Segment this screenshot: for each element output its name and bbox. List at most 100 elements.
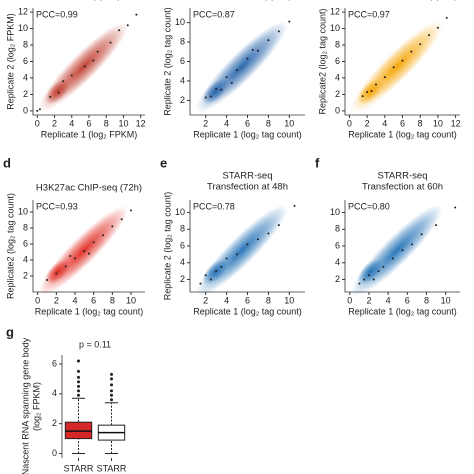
point [70,74,73,77]
point [377,270,380,273]
point [215,270,218,273]
point [246,57,249,60]
x-tick-label: 8 [266,118,271,128]
axis-frame [32,8,145,116]
point [130,209,132,212]
x-tick-label: 10 [284,295,294,305]
x-axis-label: Replicate 1 (log₂ tag count) [348,306,457,316]
panel-title: H3K27ac ChIP-seq (72h) [36,183,142,194]
y-tick-label: 10 [18,206,28,216]
density-core [202,259,229,285]
y-tick-label: 8 [23,39,28,49]
x-axis-label: Replicate 1 (log₂ tag count) [35,306,144,316]
point [401,59,404,62]
y-axis-label: Replicate 2 (log₂ FPKM) [5,13,15,110]
y-tick-label: 0 [52,448,57,458]
x-tick-label: 8 [418,118,423,128]
y-tick-label: 6 [180,240,185,250]
x-tick-label: 4 [386,295,391,305]
point [367,274,370,277]
x-tick-label: 0 [35,118,40,128]
point [246,243,249,246]
outlier [77,380,80,384]
axis-frame [189,200,305,293]
x-axis-label: Replicate 1 (log₂ tag count) [348,129,457,139]
y-tick-label: 2 [180,274,185,284]
point [120,218,123,221]
outlier [110,383,113,387]
panel-subtitle: Transfection at 60h [362,182,443,193]
x-tick-label: 8 [424,295,429,305]
point [204,96,207,99]
point [361,95,364,98]
y-tick-label: 12 [330,6,340,16]
point [411,243,414,246]
point [49,95,52,98]
y-axis-label: Replicate 2 (log₂ tag count) [162,192,172,301]
panel-title: H3K4me3 ChIP-seq (72h) [348,0,457,2]
y-tick-label: 4 [23,72,28,82]
y-tick-label: 4 [335,72,340,82]
y-tick-label: 8 [180,224,185,234]
y-tick-label: 12 [18,6,28,16]
x-tick-label: 6 [245,118,250,128]
point [288,20,291,23]
x-tick-label: 6 [400,118,405,128]
panel-title: STARR-seq [223,171,273,182]
point [225,257,228,260]
y-tick-label: 8 [180,36,185,46]
point [220,88,223,91]
panel-letter: d [3,155,11,170]
point [410,50,413,53]
point [267,39,270,42]
y-axis-label: Replicate2 (log₂ tag count) [5,193,15,299]
point [102,234,104,237]
y-tick-label: 6 [23,56,28,66]
panel-title: STARR-seq [378,171,428,182]
y-axis-label-2: (log₂ FPKM) [31,382,41,431]
point [372,278,375,281]
x-tick-label: 4 [224,295,229,305]
density-core [45,79,71,104]
y-tick-label: 2 [52,418,57,428]
y-tick-label: 4 [52,388,57,398]
x-tick-label: 10 [433,118,443,128]
y-axis-label: Replicate2 (log₂ tag count) [317,8,327,114]
point [225,76,228,79]
y-tick-label: 2 [180,95,185,105]
y-tick-label: 8 [335,224,340,234]
point [428,34,431,37]
x-tick-label: 4 [382,118,387,128]
outlier [110,377,113,381]
x-tick-label: STARR [64,463,94,473]
y-tick-label: 10 [330,207,340,217]
y-tick-label: 10 [175,17,185,27]
point [215,87,218,90]
panel-subtitle: Transfection at 48h [207,182,288,193]
panel-letter: g [6,324,14,339]
axis-frame [344,200,460,293]
point [36,109,39,112]
y-tick-label: 8 [23,222,28,232]
density-cloud [195,204,288,297]
x-axis-label: Replicate 1 (log₂ tag count) [193,129,302,139]
point [420,233,423,236]
x-tick-label: 4 [224,118,229,128]
density-cloud [350,204,443,297]
outlier [110,372,113,376]
point [209,278,212,281]
x-tick-label: 12 [451,118,461,128]
point [209,95,212,98]
point [256,238,259,241]
point [293,204,296,207]
y-tick-label: 4 [180,75,185,85]
panel-title: RNA-seq (72h) [57,0,120,2]
y-tick-label: 0 [23,105,28,115]
point [69,255,72,257]
point [435,224,438,227]
panel-letter: f [315,155,320,170]
x-tick-label: 10 [441,295,451,305]
pcc-label: PCC=0.99 [36,9,78,19]
density-core [202,78,229,105]
y-tick-label: 4 [23,254,28,264]
